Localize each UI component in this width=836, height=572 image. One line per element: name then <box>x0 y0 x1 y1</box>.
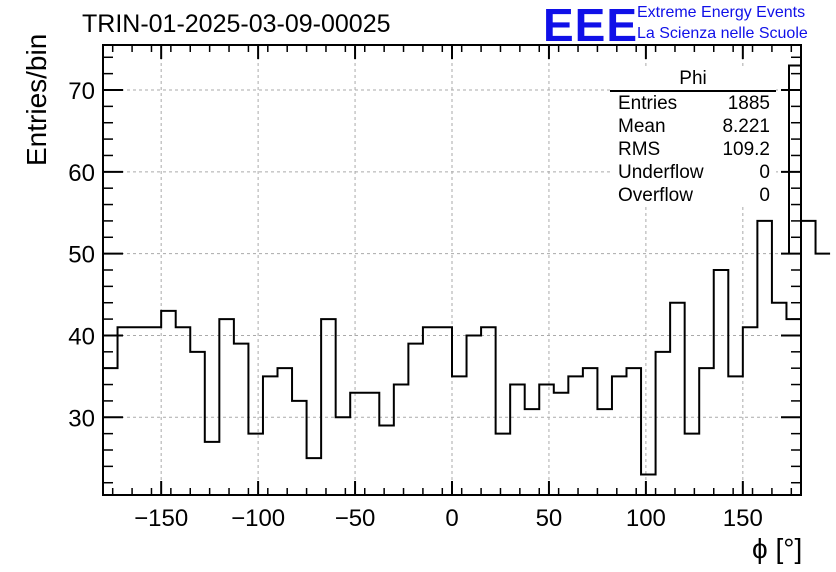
stats-row-overflow: Overflow 0 <box>610 184 776 207</box>
x-tick-label: 50 <box>536 505 563 532</box>
x-tick-label: −150 <box>134 505 188 532</box>
x-tick-label: 0 <box>445 505 458 532</box>
eee-tagline-1: Extreme Energy Events <box>637 4 806 21</box>
x-tick-label: 100 <box>626 505 666 532</box>
stats-row-underflow: Underflow 0 <box>610 161 776 184</box>
histogram-line <box>103 219 831 476</box>
chart-title: TRIN-01-2025-03-09-00025 <box>82 10 391 38</box>
histogram-edge-bar <box>788 64 801 254</box>
stats-label: Mean <box>618 116 666 137</box>
x-axis-label: ϕ [°] <box>752 533 803 564</box>
stats-label: Overflow <box>618 185 693 206</box>
axes: −150 −100 −50 0 50 100 150 30 40 50 60 70 <box>68 44 802 532</box>
stats-title: Phi <box>610 68 776 92</box>
stats-value: 0 <box>759 162 770 183</box>
stats-row-mean: Mean 8.221 <box>610 115 776 138</box>
stats-label: Entries <box>618 93 678 114</box>
stats-value: 109.2 <box>722 139 770 160</box>
y-tick-label: 40 <box>68 323 95 350</box>
stats-label: Underflow <box>618 162 704 183</box>
y-tick-label: 60 <box>68 160 95 187</box>
stats-row-entries: Entries 1885 <box>610 92 776 115</box>
y-tick-label: 50 <box>68 242 95 269</box>
eee-logo: EEE <box>543 0 639 51</box>
eee-tagline-2: La Scienza nelle Scuole <box>637 25 808 42</box>
x-tick-label: −100 <box>231 505 285 532</box>
x-tick-label: −50 <box>335 505 376 532</box>
stats-label: RMS <box>618 139 661 160</box>
stats-value: 8.221 <box>722 116 770 137</box>
y-tick-label: 30 <box>68 405 95 432</box>
stats-row-rms: RMS 109.2 <box>610 138 776 161</box>
histogram-series <box>103 64 831 476</box>
x-tick-label: 150 <box>723 505 763 532</box>
stats-box: Phi Entries 1885 Mean 8.221 RMS 109.2 Un… <box>610 68 776 207</box>
y-axis-label: Entries/bin <box>21 33 52 166</box>
stats-value: 1885 <box>727 93 770 114</box>
y-tick-label: 70 <box>68 78 95 105</box>
stats-value: 0 <box>759 185 770 206</box>
